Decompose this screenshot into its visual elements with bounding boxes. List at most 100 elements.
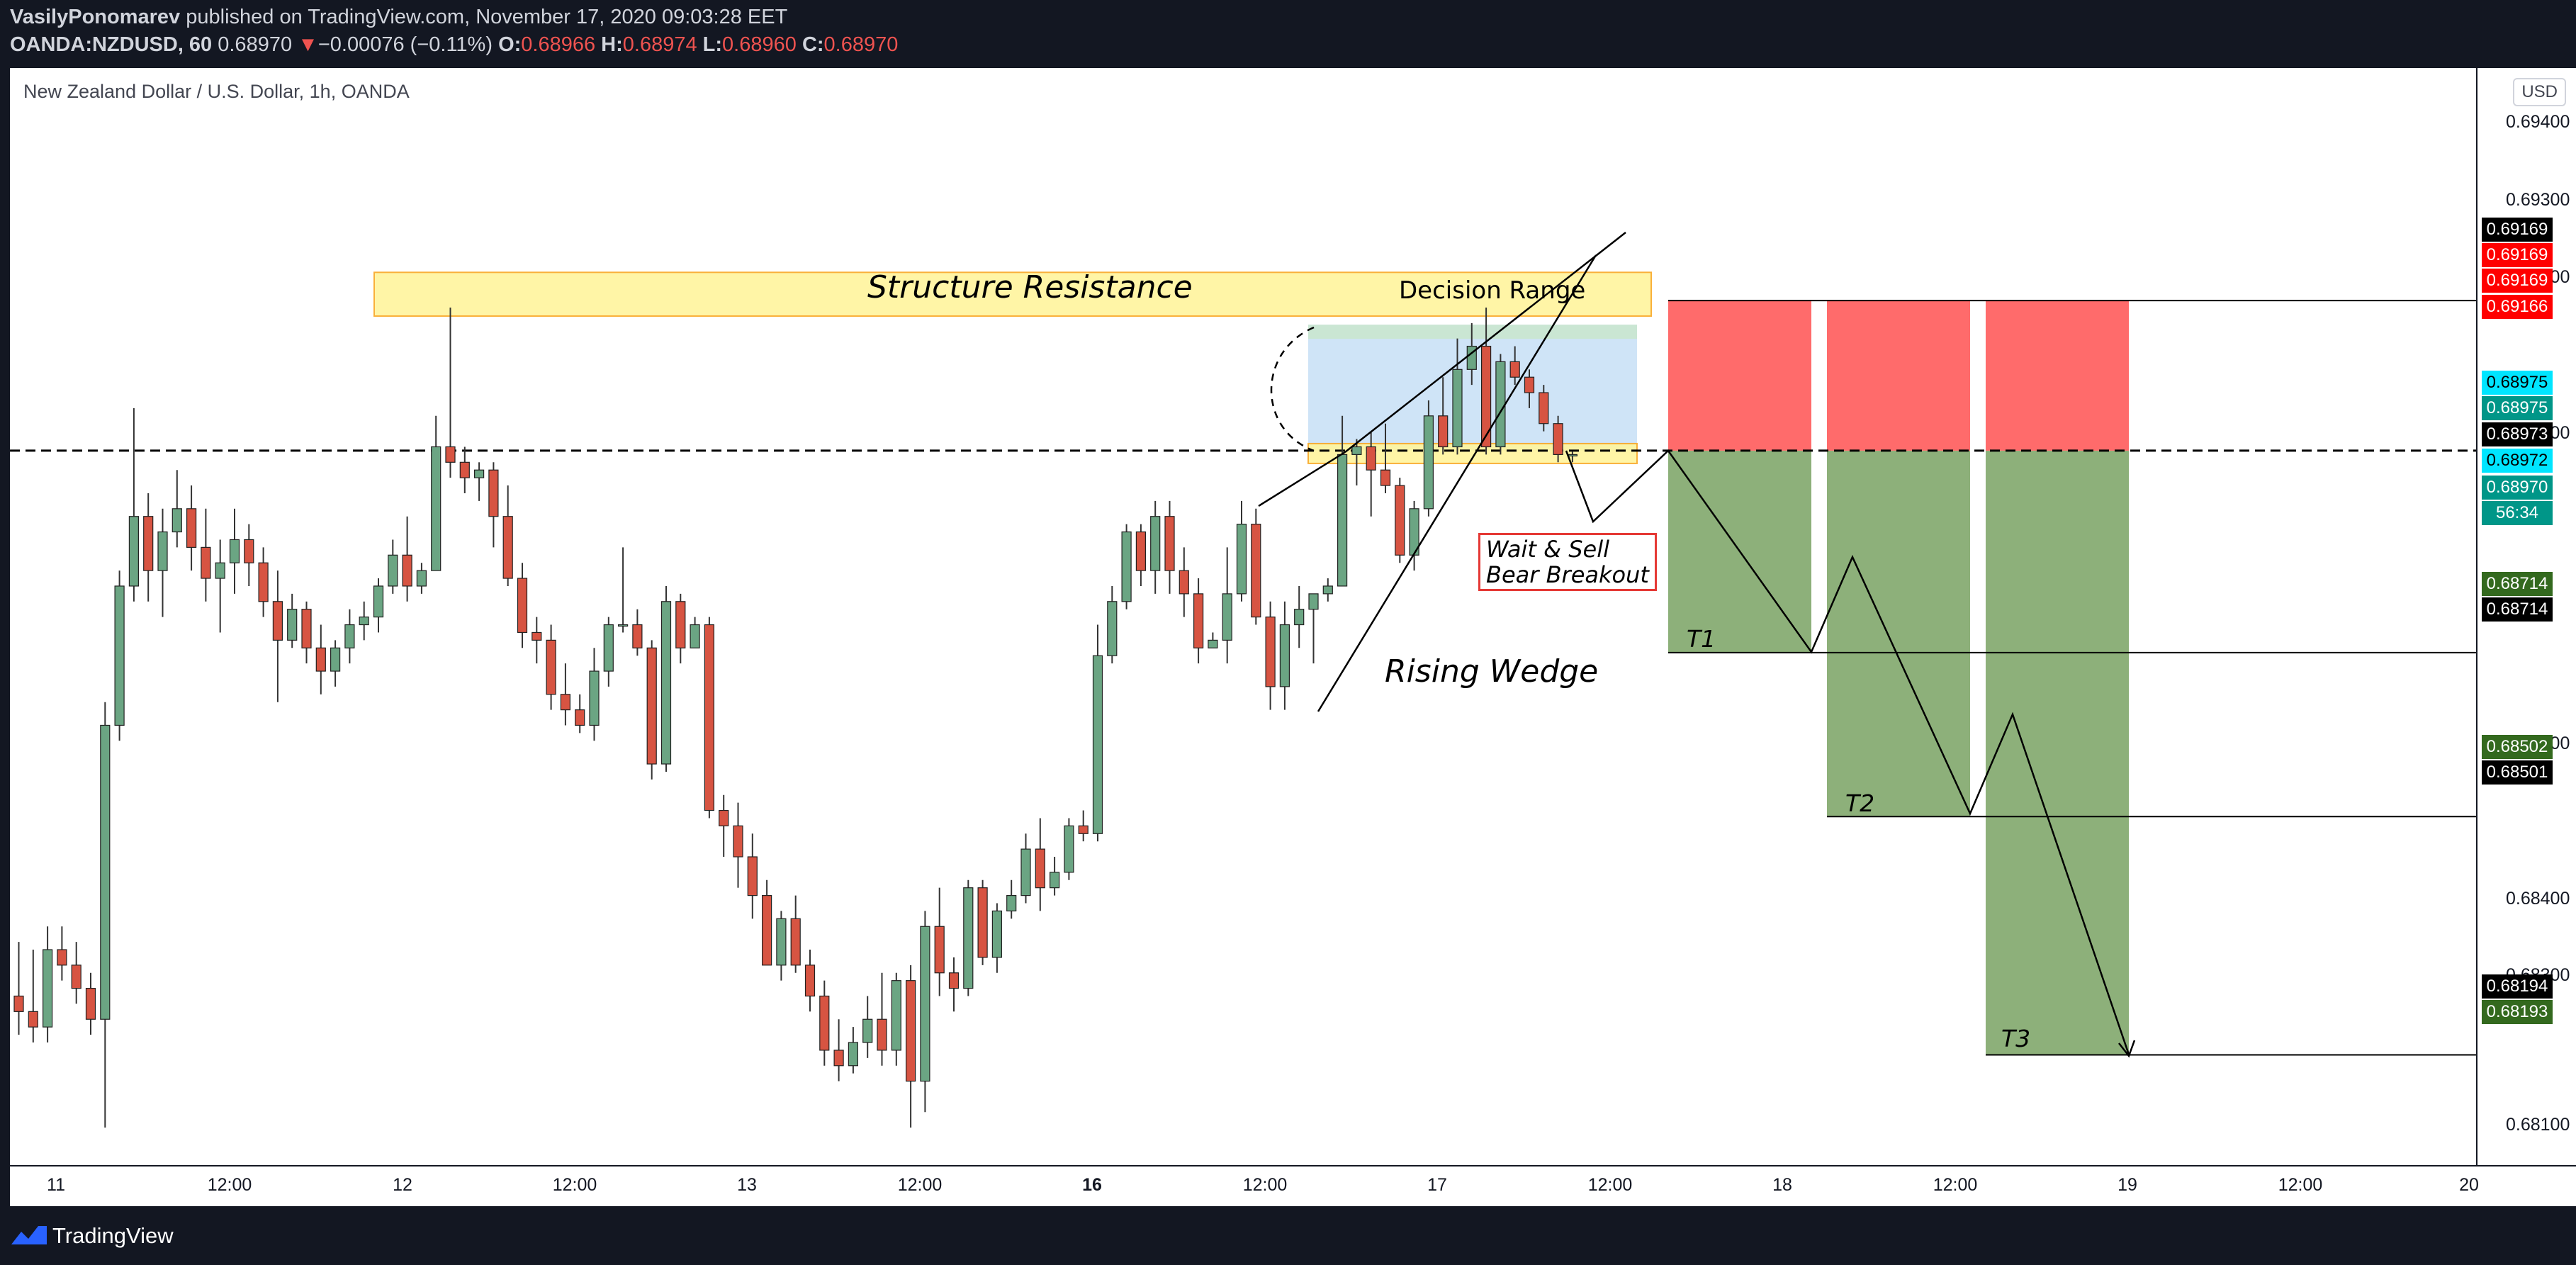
high-value: 0.68974 [622,33,697,56]
candle-down [934,926,945,974]
candle-down [1395,485,1405,556]
candle-down [1179,570,1189,595]
rising-wedge-label[interactable]: Rising Wedge [1385,653,1599,690]
footer-bar: TradingView [0,1206,2576,1265]
candle-down [1481,345,1492,448]
structure-resistance-label[interactable]: Structure Resistance [867,269,1193,305]
candle-up [848,1042,859,1067]
publisher-line: VasilyPonomarev published on TradingView… [10,6,787,29]
time-tick: 19 [2117,1175,2137,1195]
t1-label[interactable]: T1 [1687,625,1716,653]
candle-down [790,918,801,966]
candle-down [546,639,556,695]
price-label: 0.68973 [2482,422,2553,446]
time-tick: 17 [1427,1175,1447,1195]
target-zone-3 [1986,450,2129,1055]
time-tick: 12:00 [207,1175,252,1195]
down-arrow-icon: ▼ [298,33,318,56]
candle-down [28,1011,38,1028]
candle-down [488,469,499,517]
chart-svg[interactable] [10,68,2476,1165]
candle-down [632,624,643,648]
author-name[interactable]: VasilyPonomarev [10,6,181,28]
candle-up [1452,369,1463,448]
candle-down [244,539,254,563]
currency-button[interactable]: USD [2513,78,2566,106]
candle-down [1078,825,1089,834]
candle-down [1539,392,1549,425]
candle-up [1107,601,1118,656]
candle-up [776,918,787,966]
candle-up [171,508,182,533]
candle-down [819,995,830,1051]
time-tick: 13 [737,1175,757,1195]
candle-down [71,965,81,989]
candle-down [1524,376,1535,393]
candle-up [359,617,369,626]
candle-down [201,546,211,579]
candle-down [85,987,96,1020]
price-label: 0.68714 [2482,597,2553,622]
candle-down [258,562,269,602]
wait-sell-callout[interactable]: Wait & Sell Bear Breakout [1478,533,1657,591]
published-text: published on TradingView.com, November 1… [186,6,788,28]
candle-up [1337,454,1348,587]
candle-down [186,508,197,548]
candle-up [1294,609,1305,626]
candle-up [690,624,700,648]
price-label: 0.68193 [2482,1000,2553,1024]
price-tick: 0.69400 [2506,112,2570,132]
wedge-upper-start-line [1258,451,1346,507]
candle-down [402,554,412,587]
time-tick: 11 [47,1175,65,1195]
candle-up [1351,446,1362,455]
candle-up [229,539,240,563]
high-label: H: [601,33,623,56]
candle-up [128,516,139,587]
candle-up [1121,531,1132,602]
symbol-label: OANDA:NZDUSD, 60 [10,33,213,56]
candle-down [301,609,312,648]
stop-zone-2 [1827,300,1970,451]
target-zone-2 [1827,450,1970,817]
candle-up [100,724,111,1020]
candle-down [905,980,916,1082]
candle-down [517,578,528,634]
open-value: 0.68966 [521,33,596,56]
candle-down [575,709,585,726]
projected-path [1565,449,2130,1055]
price-label: 0.69166 [2482,295,2553,319]
t3-label[interactable]: T3 [2001,1025,2031,1052]
candle-up [1279,624,1290,687]
breakout-band [1307,442,1638,464]
candle-up [373,585,384,618]
candle-down [502,516,513,579]
price-label: 0.68194 [2482,974,2553,999]
price-label: 0.69169 [2482,269,2553,293]
candle-down [804,965,816,997]
price-label: 0.68714 [2482,572,2553,596]
candle-down [1265,617,1276,687]
low-label: L: [702,33,723,56]
open-label: O: [498,33,522,56]
price-change: −0.00076 (−0.11%) [317,33,493,56]
candle-down [1035,848,1045,889]
decision-range-label[interactable]: Decision Range [1399,276,1586,305]
candle-down [445,446,456,463]
time-tick: 18 [1772,1175,1792,1195]
candle-up [862,1018,873,1043]
wait-sell-line2: Bear Breakout [1486,561,1649,588]
wedge-upper-line [1344,232,1626,453]
chart-pane[interactable]: New Zealand Dollar / U.S. Dollar, 1h, OA… [10,68,2476,1165]
candle-up [1020,848,1031,896]
price-tick: 0.68400 [2506,889,2570,909]
last-price: 0.68970 [218,33,293,56]
t2-label[interactable]: T2 [1845,789,1875,817]
ohlc-line: OANDA:NZDUSD, 60 0.68970 ▼−0.00076 (−0.1… [10,33,898,57]
price-axis[interactable]: USD 0.69400 0.69300 0.69200 0.69000 0.68… [2477,68,2576,1165]
price-label: 0.68975 [2482,396,2553,420]
candle-up [157,531,168,571]
candle-down [646,647,657,765]
time-axis[interactable]: 11 12:00 12 12:00 13 12:00 16 12:00 17 1… [10,1166,2576,1206]
tradingview-logo-icon[interactable] [10,1223,48,1247]
